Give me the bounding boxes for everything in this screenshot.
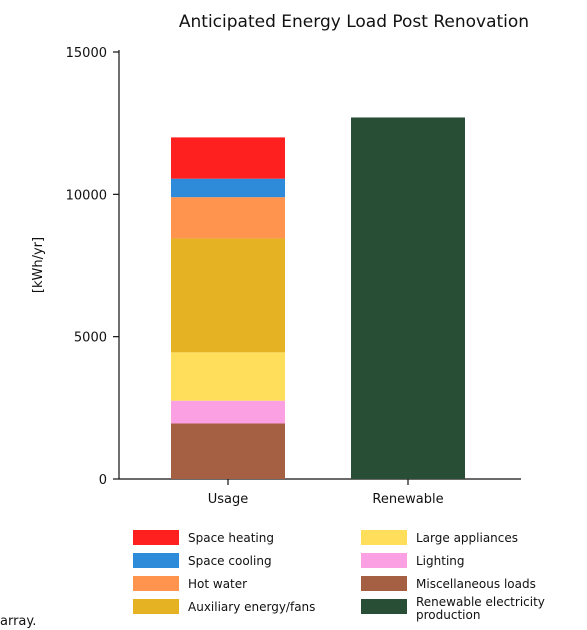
y-tick-label: 15000 <box>66 46 107 61</box>
legend-label: Space heating <box>188 531 274 545</box>
y-axis-label: [kWh/yr] <box>31 237 46 293</box>
legend-label: Miscellaneous loads <box>416 577 536 591</box>
legend-swatch <box>133 576 179 591</box>
chart-title: Anticipated Energy Load Post Renovation <box>179 12 529 32</box>
legend-swatch <box>361 530 407 545</box>
plot-area: 0 5000 10000 15000 Usage Renewable <box>66 46 521 507</box>
legend-label: Large appliances <box>416 531 518 545</box>
legend-swatch <box>133 553 179 568</box>
y-tick-label: 10000 <box>66 188 107 203</box>
bar-segment <box>171 238 285 353</box>
legend-swatch <box>361 576 407 591</box>
legend-swatch <box>133 599 179 614</box>
bar-segment <box>171 197 285 239</box>
legend-label: Renewable electricity production <box>416 595 545 622</box>
bar-segment <box>171 178 285 198</box>
bar-segment <box>171 137 285 179</box>
legend: Space heating Space cooling Hot water Auxil… <box>133 530 545 622</box>
x-tick-label: Renewable <box>372 492 443 507</box>
legend-label: Auxiliary energy/fans <box>188 600 315 614</box>
bar-segment <box>351 117 465 480</box>
bar-segment <box>171 423 285 479</box>
legend-label: Hot water <box>188 577 247 591</box>
legend-swatch <box>133 530 179 545</box>
y-tick-label: 5000 <box>74 331 107 346</box>
legend-label: Space cooling <box>188 554 272 568</box>
y-tick-label: 0 <box>99 473 107 488</box>
bar-segment <box>171 352 285 401</box>
x-tick-label: Usage <box>208 492 249 507</box>
legend-swatch <box>361 553 407 568</box>
bar-segment <box>171 400 285 424</box>
footnote-text: array. <box>0 614 36 629</box>
legend-swatch <box>361 599 407 614</box>
legend-label: Lighting <box>416 554 465 568</box>
